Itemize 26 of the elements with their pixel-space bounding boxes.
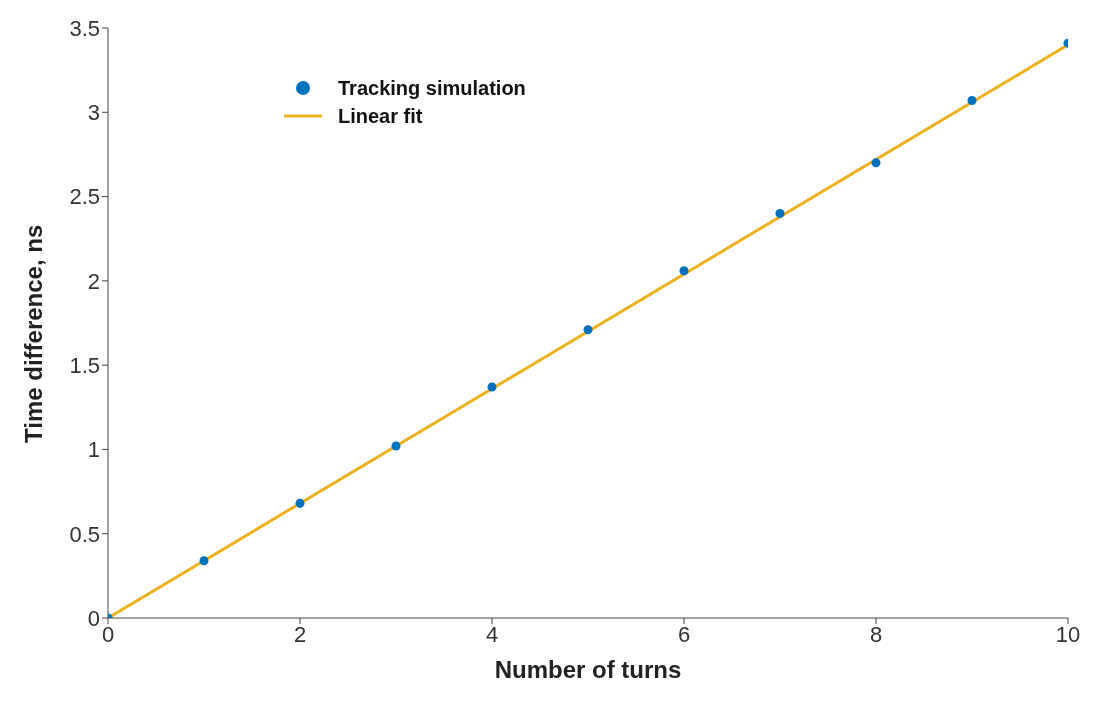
x-tick-label: 6: [677, 621, 691, 647]
y-tick-label: 2: [87, 268, 100, 294]
y-tick-label: 3.5: [69, 15, 100, 41]
x-tick-label: 10: [1055, 621, 1081, 647]
y-tick-label: 1: [87, 437, 100, 463]
point: [487, 382, 497, 392]
y-tick-label: 0.5: [69, 521, 100, 547]
x-tick-label: 8: [869, 621, 883, 647]
point: [967, 95, 977, 105]
x-axis-title: Number of turns: [494, 656, 682, 683]
point: [199, 556, 209, 566]
point: [679, 266, 689, 276]
x-tick-label: 2: [293, 621, 307, 647]
y-tick-label: 0: [87, 605, 100, 631]
x-tick-label: 4: [485, 621, 499, 647]
y-tick-label: 3: [87, 100, 100, 126]
point: [295, 498, 305, 508]
point: [583, 325, 593, 335]
y-axis-title: Time difference, ns: [19, 224, 47, 443]
legend-label: Tracking simulation: [338, 76, 526, 100]
y-tick-label: 1.5: [69, 352, 100, 378]
y-tick-label: 2.5: [69, 184, 100, 210]
point: [775, 208, 785, 218]
point: [871, 158, 881, 168]
legend-label: Linear fit: [338, 104, 423, 128]
point: [391, 441, 401, 451]
